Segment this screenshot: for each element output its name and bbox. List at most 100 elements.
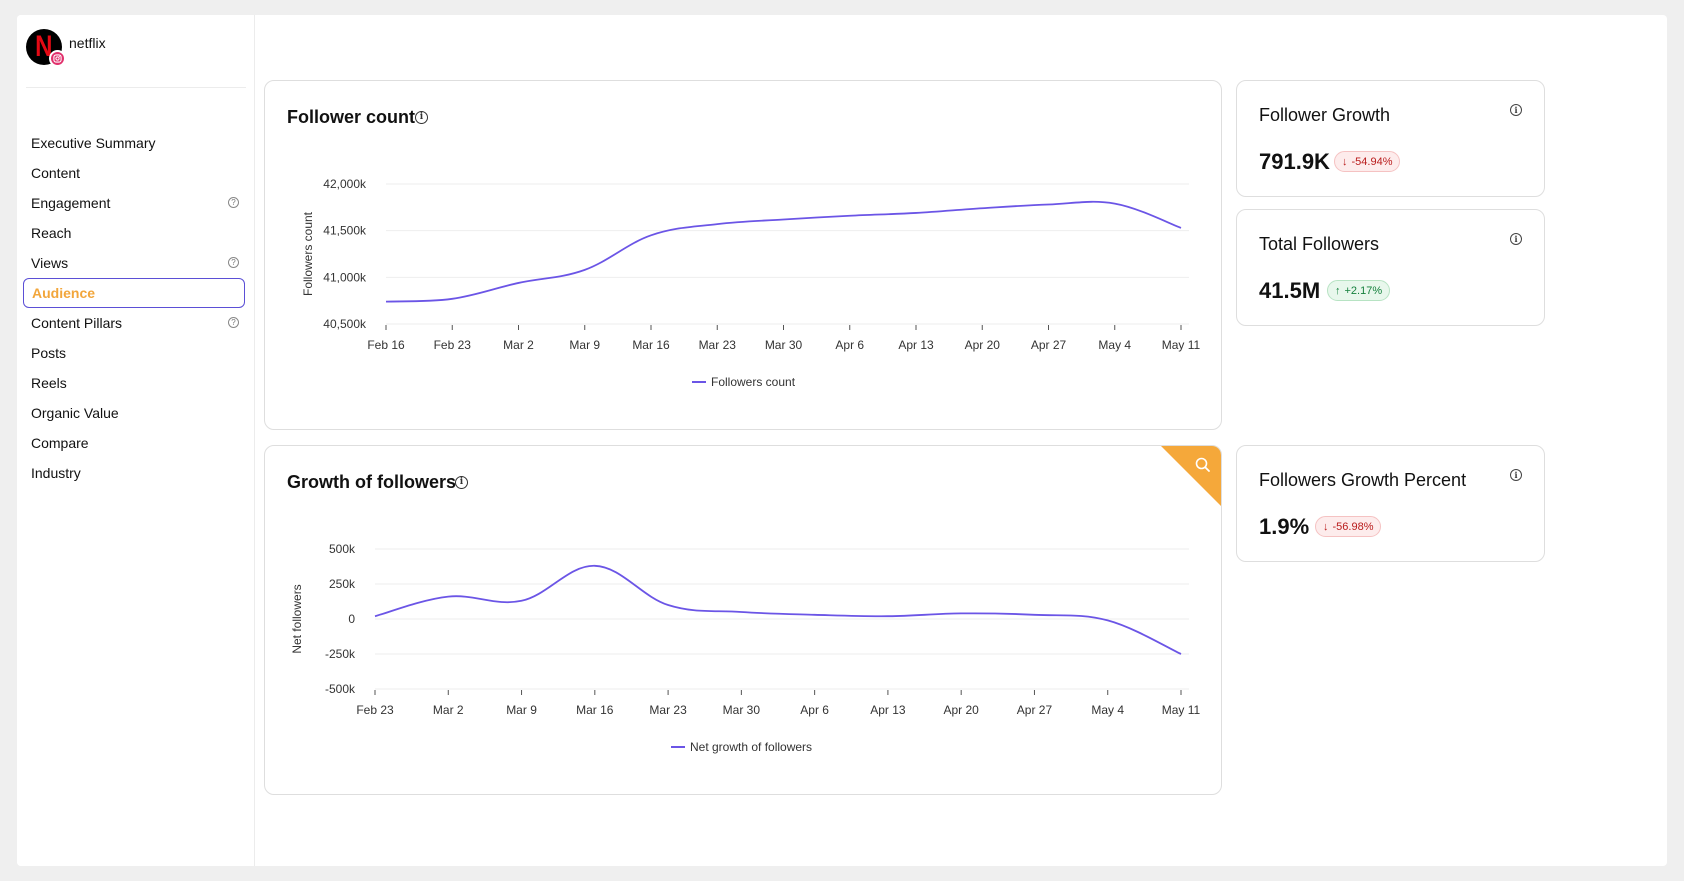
followers-growth-percent-title: Followers Growth Percent	[1259, 470, 1467, 490]
data-point	[514, 278, 524, 288]
sidebar-item-label: Reach	[31, 225, 72, 241]
x-tick-label: May 4	[1091, 703, 1124, 717]
total-followers-change: +2.17%	[1344, 284, 1383, 297]
follower-growth-change-badge: ↓ -54.94%	[1334, 151, 1401, 172]
info-icon[interactable]: i	[415, 111, 428, 124]
brand-name: netflix	[69, 35, 106, 51]
x-tick-label: Mar 23	[649, 703, 687, 717]
info-icon[interactable]: i	[1510, 104, 1522, 116]
sidebar-item-compare[interactable]: Compare	[23, 428, 245, 458]
sidebar: N netflix Executive Summary Content Engage…	[17, 15, 255, 866]
data-point	[779, 214, 789, 224]
sidebar-item-label: Organic Value	[31, 405, 119, 421]
sidebar-item-label: Industry	[31, 465, 81, 481]
app-frame: N netflix Executive Summary Content Engage…	[17, 15, 1667, 866]
x-tick-label: Apr 27	[1031, 338, 1067, 352]
y-tick-label: 500k	[329, 542, 356, 556]
follower-growth-change: -54.94%	[1351, 155, 1393, 168]
x-tick-label: Mar 9	[569, 338, 600, 352]
sidebar-item-executive-summary[interactable]: Executive Summary	[23, 128, 245, 158]
followers-growth-percent-card: Followers Growth Percent i 1.9% ↓ -56.98…	[1236, 445, 1545, 562]
followers-growth-percent-change: -56.98%	[1332, 520, 1374, 533]
data-point	[883, 611, 893, 621]
follower-count-card: Follower count i 40,500k 41,000k 41,500k 42…	[264, 80, 1222, 430]
data-point	[1029, 610, 1039, 620]
x-tick-label: Feb 23	[356, 703, 394, 717]
sidebar-item-label: Posts	[31, 345, 67, 361]
y-tick-label: 42,000k	[323, 177, 367, 191]
x-tick-label: Feb 16	[367, 338, 405, 352]
sidebar-item-label: Executive Summary	[31, 135, 156, 151]
x-tick-label: Mar 2	[503, 338, 534, 352]
data-point	[956, 608, 966, 618]
arrow-down-icon: ↓	[1323, 520, 1329, 533]
x-tick-label: Feb 23	[434, 338, 472, 352]
sidebar-item-reach[interactable]: Reach	[23, 218, 245, 248]
sidebar-item-reels[interactable]: Reels	[23, 368, 245, 398]
follower-growth-title: Follower Growth	[1259, 105, 1391, 125]
x-tick-label: Apr 20	[944, 703, 980, 717]
info-icon[interactable]: i	[1510, 233, 1522, 245]
growth-of-followers-title: Growth of followers	[287, 472, 456, 492]
x-tick-label: May 4	[1098, 338, 1131, 352]
y-tick-label: 0	[348, 612, 355, 626]
arrow-down-icon: ↓	[1342, 155, 1348, 168]
help-icon[interactable]: ?	[228, 317, 239, 328]
sidebar-item-label: Compare	[31, 435, 89, 451]
data-point	[810, 610, 820, 620]
total-followers-card: Total Followers i 41.5M ↑ +2.17%	[1236, 209, 1545, 326]
data-point	[1110, 199, 1120, 209]
x-tick-label: Mar 2	[433, 703, 464, 717]
total-followers-title: Total Followers	[1259, 234, 1380, 254]
data-point	[1176, 649, 1186, 659]
data-point	[517, 596, 527, 606]
x-tick-label: Apr 6	[800, 703, 829, 717]
info-icon[interactable]: i	[1510, 469, 1522, 481]
y-tick-label: 41,500k	[323, 224, 367, 238]
x-tick-label: May 11	[1162, 338, 1201, 352]
sidebar-item-engagement[interactable]: Engagement?	[23, 188, 245, 218]
sidebar-item-label: Engagement	[31, 195, 111, 211]
x-tick-label: Mar 9	[506, 703, 537, 717]
data-point	[736, 607, 746, 617]
data-point	[663, 600, 673, 610]
data-point	[712, 219, 722, 229]
data-point	[845, 211, 855, 221]
data-point	[646, 230, 656, 240]
corner-flag-shape	[1161, 446, 1221, 506]
series-line	[374, 564, 1182, 655]
x-tick-label: Apr 20	[965, 338, 1001, 352]
data-point	[370, 611, 380, 621]
follower-count-chart: 40,500k 41,000k 41,500k 42,000k Feb 16 Feb 23…	[301, 177, 1201, 389]
help-icon[interactable]: ?	[228, 197, 239, 208]
data-point	[1044, 200, 1054, 210]
data-point	[447, 294, 457, 304]
search-corner-button[interactable]	[1161, 446, 1221, 506]
x-tick-label: Mar 30	[723, 703, 761, 717]
help-icon[interactable]: ?	[228, 257, 239, 268]
data-point	[1176, 223, 1186, 233]
sidebar-item-industry[interactable]: Industry	[23, 458, 245, 488]
netflix-logo: N	[26, 29, 66, 67]
info-icon[interactable]: i	[455, 476, 468, 489]
y-tick-label: -500k	[325, 682, 356, 696]
sidebar-item-views[interactable]: Views?	[23, 248, 245, 278]
y-axis-label: Followers count	[301, 211, 315, 296]
follower-count-title: Follower count	[287, 107, 415, 127]
y-tick-label: 41,000k	[323, 270, 367, 284]
sidebar-item-organic-value[interactable]: Organic Value	[23, 398, 245, 428]
sidebar-item-content[interactable]: Content	[23, 158, 245, 188]
sidebar-divider	[26, 87, 246, 88]
follower-growth-card: Follower Growth i 791.9K ↓ -54.94%	[1236, 80, 1545, 197]
follower-growth-value: 791.9K	[1259, 149, 1330, 174]
sidebar-item-label: Views	[31, 255, 69, 271]
sidebar-item-content-pillars[interactable]: Content Pillars?	[23, 308, 245, 338]
data-point	[977, 203, 987, 213]
growth-of-followers-chart: -500k -250k 0 250k 500k Feb 23 Mar 2 Mar 9 Mar 1…	[290, 542, 1201, 754]
growth-of-followers-card: Growth of followers i -500k -250k 0 250k 500…	[264, 445, 1222, 795]
brand[interactable]: N netflix	[26, 28, 246, 67]
sidebar-item-posts[interactable]: Posts	[23, 338, 245, 368]
sidebar-item-audience[interactable]: Audience	[23, 278, 245, 308]
search-icon	[1195, 457, 1210, 472]
arrow-up-icon: ↑	[1335, 284, 1341, 297]
